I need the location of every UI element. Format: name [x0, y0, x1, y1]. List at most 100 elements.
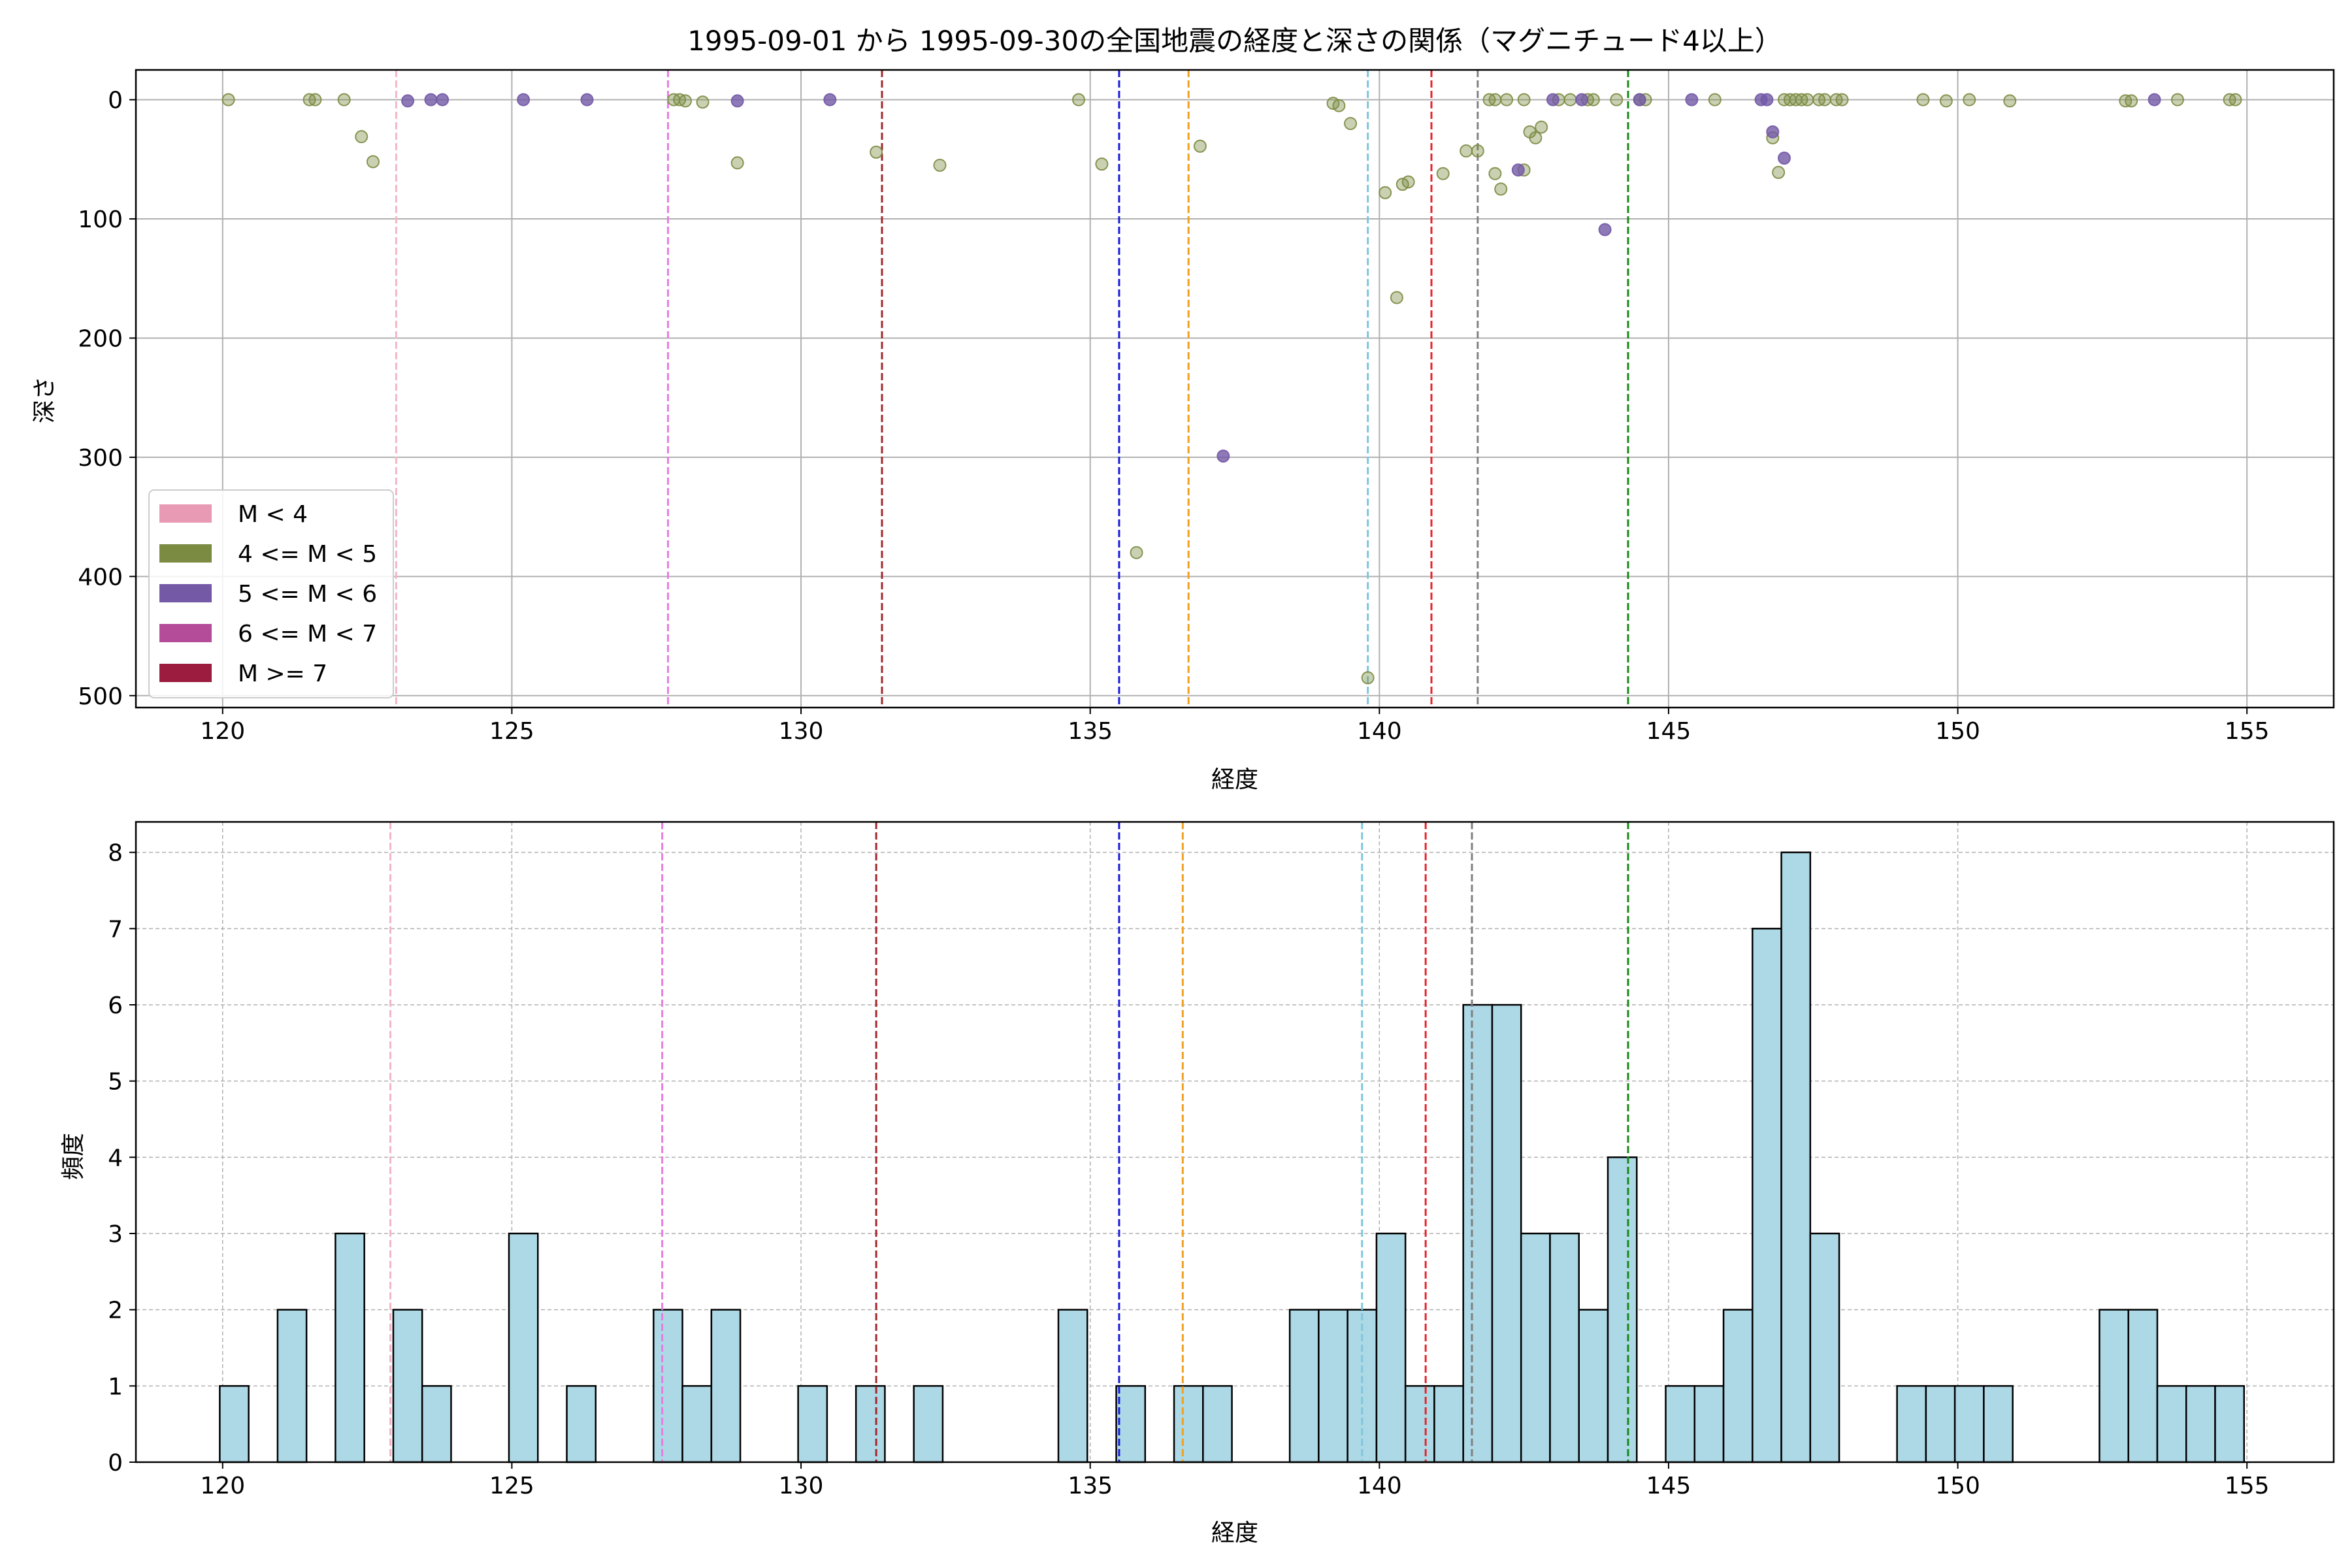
- scatter-point: [1546, 93, 1560, 106]
- histogram-x-axis-label: 経度: [1211, 1520, 1258, 1546]
- scatter-point: [308, 93, 322, 106]
- scatter-x-tick-label: 135: [1068, 718, 1113, 745]
- histogram-y-tick-label: 7: [108, 916, 123, 943]
- histogram-bar: [566, 1385, 597, 1463]
- histogram-bar: [1607, 1156, 1638, 1463]
- histogram-bar: [1115, 1385, 1147, 1463]
- scatter-point: [730, 156, 744, 170]
- histogram-x-tick-label: 130: [779, 1473, 824, 1499]
- scatter-point: [1708, 93, 1722, 106]
- histogram-x-tick-label: 120: [200, 1473, 245, 1499]
- histogram-bar: [1462, 1004, 1494, 1463]
- histogram-bar: [1578, 1309, 1609, 1463]
- scatter-point: [355, 130, 368, 144]
- histogram-bar: [421, 1385, 452, 1463]
- histogram-bar: [1491, 1004, 1522, 1463]
- legend-label: 4 <= M < 5: [238, 541, 377, 568]
- histogram-bar: [2214, 1385, 2246, 1463]
- scatter-point: [1071, 93, 1085, 106]
- histogram-y-tick-label: 0: [108, 1450, 123, 1477]
- histogram-panel: 120 125 130 135 140 145 150 155 0 1 2 3 4 5 6 7 8: [108, 821, 2335, 1499]
- histogram-y-tick-label: 4: [108, 1145, 123, 1171]
- scatter-plot-frame: [135, 69, 2335, 709]
- histogram-y-tick-label: 2: [108, 1298, 123, 1324]
- histogram-y-tick-label: 8: [108, 840, 123, 867]
- scatter-point: [1460, 144, 1473, 158]
- scatter-legend-box: [148, 489, 394, 698]
- scatter-point: [1095, 157, 1109, 171]
- scatter-x-tick-label: 125: [489, 718, 534, 745]
- scatter-point: [1379, 186, 1392, 199]
- histogram-bar: [1752, 928, 1782, 1463]
- histogram-bar: [1983, 1385, 2014, 1463]
- scatter-point: [401, 94, 415, 108]
- histogram-bar: [653, 1309, 683, 1463]
- histogram-y-tick-label: 1: [108, 1373, 123, 1400]
- scatter-point: [1575, 93, 1589, 106]
- legend-swatch: [159, 584, 212, 602]
- scatter-point: [1390, 291, 1403, 304]
- scatter-y-tick-label: 400: [78, 564, 123, 591]
- histogram-bar: [1925, 1385, 1956, 1463]
- scatter-point: [1488, 93, 1502, 106]
- scatter-point: [1130, 546, 1143, 559]
- histogram-y-axis-label: 頻度: [60, 1133, 87, 1180]
- scatter-point: [1818, 93, 1831, 106]
- histogram-bar: [335, 1232, 365, 1463]
- scatter-y-tick-label: 100: [78, 206, 123, 233]
- scatter-x-tick-label: 140: [1357, 718, 1402, 745]
- legend-label: M < 4: [238, 501, 308, 528]
- histogram-bar: [2099, 1309, 2129, 1463]
- scatter-point: [337, 93, 351, 106]
- scatter-point: [1586, 93, 1600, 106]
- scatter-point: [1963, 93, 1976, 106]
- legend-swatch: [159, 664, 212, 682]
- histogram-y-tick-label: 5: [108, 1069, 123, 1096]
- histogram-bar: [1953, 1385, 1985, 1463]
- histogram-bar: [508, 1232, 539, 1463]
- scatter-point: [1511, 163, 1525, 177]
- histogram-bar: [710, 1309, 742, 1463]
- scatter-point: [1835, 93, 1849, 106]
- histogram-y-tick-label: 3: [108, 1221, 123, 1248]
- scatter-point: [679, 94, 692, 108]
- histogram-bar: [1520, 1232, 1551, 1463]
- histogram-bar: [855, 1385, 886, 1463]
- histogram-bar: [1896, 1385, 1927, 1463]
- scatter-x-tick-label: 130: [779, 718, 824, 745]
- scatter-point: [1772, 165, 1786, 179]
- scatter-point: [436, 93, 449, 106]
- histogram-bar: [1057, 1309, 1088, 1463]
- histogram-bar: [1665, 1385, 1696, 1463]
- legend-label: M >= 7: [238, 661, 327, 687]
- scatter-point: [1332, 99, 1346, 112]
- scatter-point: [870, 145, 883, 159]
- scatter-point: [1535, 120, 1548, 134]
- scatter-point: [1500, 93, 1514, 106]
- scatter-y-tick-label: 200: [78, 325, 123, 352]
- histogram-bar: [1202, 1385, 1233, 1463]
- scatter-point: [221, 93, 235, 106]
- scatter-point: [2148, 93, 2161, 106]
- scatter-point: [1471, 144, 1484, 158]
- scatter-x-tick-label: 155: [2225, 718, 2270, 745]
- scatter-point: [1361, 671, 1375, 685]
- scatter-point: [1610, 93, 1624, 106]
- scatter-point: [1563, 93, 1577, 106]
- scatter-x-tick-label: 145: [1646, 718, 1691, 745]
- histogram-x-tick-label: 145: [1646, 1473, 1691, 1499]
- legend-swatch: [159, 624, 212, 642]
- scatter-y-tick-label: 500: [78, 683, 123, 710]
- histogram-bar: [681, 1385, 713, 1463]
- histogram-x-tick-label: 155: [2225, 1473, 2270, 1499]
- scatter-point: [1766, 125, 1780, 139]
- histogram-bar: [1318, 1309, 1348, 1463]
- histogram-bar: [1722, 1309, 1754, 1463]
- scatter-x-tick-label: 150: [1935, 718, 1980, 745]
- histogram-x-tick-label: 140: [1357, 1473, 1402, 1499]
- scatter-point: [1633, 93, 1646, 106]
- scatter-x-tick-label: 120: [200, 718, 245, 745]
- histogram-x-tick-label: 125: [489, 1473, 534, 1499]
- scatter-y-tick-label: 300: [78, 445, 123, 472]
